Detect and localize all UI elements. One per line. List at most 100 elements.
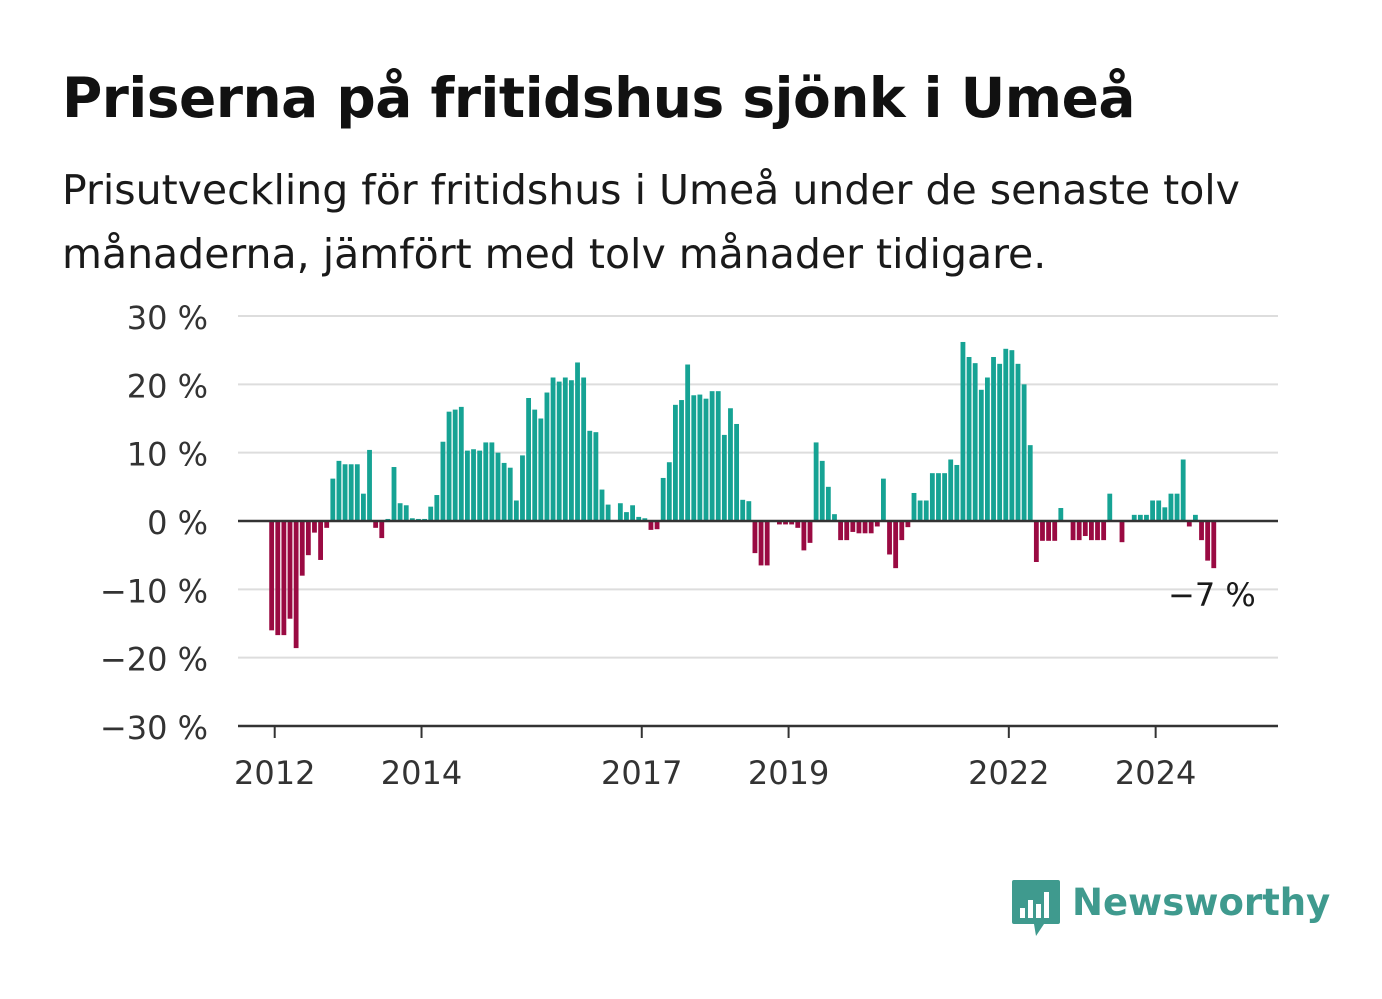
bar — [703, 398, 709, 521]
bar — [379, 521, 385, 539]
bar — [789, 521, 795, 525]
bar — [856, 521, 862, 534]
bar — [801, 521, 807, 551]
x-tick-label: 2017 — [601, 754, 682, 792]
bar — [367, 449, 372, 521]
bar — [844, 521, 850, 541]
bar — [985, 377, 990, 521]
bar — [642, 518, 648, 521]
bar — [544, 392, 550, 521]
bar — [569, 380, 574, 521]
bar — [868, 521, 874, 534]
bar — [966, 357, 972, 521]
last-value-annotation: −7 % — [1168, 576, 1256, 614]
bar — [1046, 521, 1051, 541]
bar — [1082, 521, 1088, 537]
bar — [550, 377, 556, 521]
newsworthy-logo-text: Newsworthy — [1072, 881, 1331, 924]
bar — [513, 500, 519, 521]
bar — [1040, 521, 1045, 541]
bar — [556, 381, 562, 521]
bar — [465, 450, 470, 521]
bar — [1003, 348, 1009, 521]
bar — [752, 521, 758, 554]
y-tick-label: 20 % — [127, 367, 208, 405]
bar — [391, 467, 397, 521]
bar — [305, 521, 311, 556]
bar — [434, 495, 440, 521]
bar — [593, 432, 599, 521]
bar — [1144, 514, 1149, 521]
bar — [348, 464, 354, 521]
bar — [1027, 445, 1033, 521]
bar — [562, 377, 568, 521]
bar — [917, 500, 923, 521]
bar — [648, 521, 654, 530]
bar — [862, 521, 868, 534]
bar — [881, 478, 886, 521]
bar — [709, 391, 715, 521]
bar — [1058, 508, 1064, 521]
bar — [923, 500, 929, 521]
bar — [1211, 521, 1217, 569]
bar — [887, 521, 892, 555]
bar — [673, 404, 678, 521]
chart-subtitle: Prisutveckling för fritidshus i Umeå und… — [62, 166, 1240, 278]
bar — [336, 460, 342, 521]
bar — [960, 341, 966, 521]
bar — [1162, 507, 1168, 521]
bar — [948, 459, 954, 521]
bar — [526, 398, 531, 521]
bar — [874, 521, 880, 527]
x-tick-label: 2019 — [748, 754, 829, 792]
bar — [446, 411, 452, 521]
bar — [1150, 500, 1155, 521]
bar — [403, 505, 409, 521]
y-tick-label: −30 % — [100, 709, 208, 747]
bar — [397, 503, 403, 521]
bar — [691, 395, 697, 521]
bar — [685, 364, 691, 521]
bar — [275, 521, 281, 636]
bar — [1180, 459, 1186, 521]
bar — [409, 518, 415, 521]
bar — [1021, 384, 1027, 521]
bar — [1199, 521, 1204, 541]
bar — [715, 391, 721, 521]
bar — [373, 521, 379, 528]
bar — [666, 462, 672, 521]
bar — [581, 377, 587, 521]
bar — [929, 473, 935, 521]
bar — [734, 423, 739, 521]
bar — [1107, 493, 1113, 521]
bar — [832, 514, 837, 521]
bar — [764, 521, 770, 566]
bar — [1174, 493, 1180, 521]
bar — [281, 521, 287, 636]
bar — [532, 409, 538, 521]
bar — [1095, 521, 1100, 541]
bar — [330, 478, 336, 521]
x-tick-label: 2012 — [234, 754, 315, 792]
x-tick-label: 2014 — [381, 754, 462, 792]
bar — [728, 408, 733, 521]
bar — [501, 462, 507, 521]
bar — [660, 477, 666, 521]
bar — [1168, 493, 1174, 521]
bar — [318, 521, 323, 560]
bar — [746, 501, 752, 521]
y-tick-label: −20 % — [100, 641, 208, 679]
y-tick-label: 30 % — [127, 299, 208, 337]
bar — [758, 521, 764, 566]
bar — [1193, 514, 1198, 521]
bar — [911, 492, 917, 521]
chart-title: Priserna på fritidshus sjönk i Umeå — [62, 66, 1136, 130]
bar — [428, 506, 434, 521]
bar — [1033, 521, 1039, 562]
bar — [342, 464, 348, 521]
bar — [458, 406, 464, 521]
bar — [483, 442, 489, 521]
bar — [489, 442, 495, 521]
bar — [605, 504, 611, 521]
